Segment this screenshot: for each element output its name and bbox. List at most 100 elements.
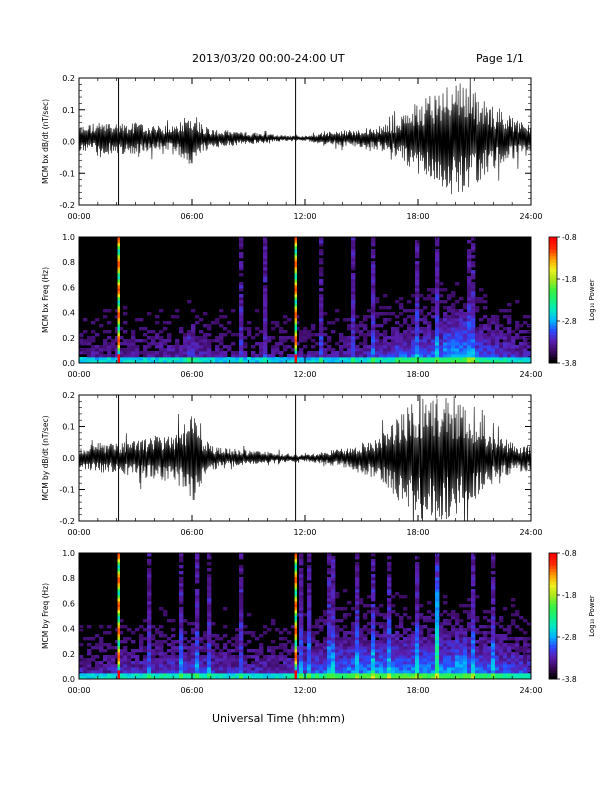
spectrogram-cell bbox=[91, 360, 96, 364]
spectrogram-cell bbox=[183, 655, 188, 659]
spectrogram-cell bbox=[367, 643, 372, 647]
spectrogram-cell bbox=[431, 664, 436, 668]
spectrogram-cell bbox=[83, 673, 88, 677]
spectrogram-cell bbox=[323, 360, 328, 364]
spectrogram-cell bbox=[223, 333, 228, 337]
spectrogram-cell bbox=[331, 652, 336, 656]
spectrogram-cell bbox=[147, 667, 152, 671]
colorbar-step bbox=[549, 318, 557, 323]
spectrogram-cell bbox=[371, 342, 376, 346]
spectrogram-cell bbox=[463, 673, 468, 677]
spectrogram-cell bbox=[223, 315, 228, 319]
spectrogram-cell bbox=[487, 318, 492, 322]
spectrogram-cell bbox=[455, 616, 460, 620]
spectrogram-cell bbox=[295, 676, 300, 680]
spectrogram-cell bbox=[471, 351, 476, 355]
spectrogram-cell bbox=[155, 649, 160, 653]
spectrogram-cell bbox=[387, 568, 392, 572]
colorbar-step bbox=[549, 262, 557, 266]
spectrogram-cell bbox=[263, 273, 268, 277]
spectrogram-cell bbox=[471, 625, 476, 629]
spectrogram-cell bbox=[415, 595, 420, 599]
spectrogram-cell bbox=[423, 315, 428, 319]
spectrogram-cell bbox=[435, 556, 440, 560]
spectrogram-cell bbox=[239, 670, 244, 674]
spectrogram-cell bbox=[335, 595, 340, 599]
spectrogram-cell bbox=[287, 360, 292, 364]
spectrogram-cell bbox=[519, 360, 524, 364]
spectrogram-cell bbox=[387, 625, 392, 629]
spectrogram-cell bbox=[387, 357, 392, 361]
spectrogram-cell bbox=[95, 348, 100, 352]
spectrogram-cell bbox=[523, 345, 528, 349]
spectrogram-cell bbox=[407, 351, 412, 355]
spectrogram-cell bbox=[519, 667, 524, 671]
spectrogram-cell bbox=[307, 637, 312, 641]
spectrogram-cell bbox=[455, 354, 460, 358]
spectrogram-cell bbox=[483, 676, 488, 680]
spectrogram-cell bbox=[347, 676, 352, 680]
spectrogram-cell bbox=[239, 252, 244, 256]
spectrogram-cell bbox=[307, 640, 312, 644]
spectrogram-cell bbox=[343, 339, 348, 343]
spectrogram-cell bbox=[379, 622, 384, 626]
spectrogram-cell bbox=[307, 556, 312, 560]
spectrogram-cell bbox=[455, 360, 460, 364]
spectrogram-cell bbox=[119, 625, 124, 629]
spectrogram-cell bbox=[327, 673, 332, 677]
spectrogram-cell bbox=[179, 330, 184, 334]
spectrogram-cell bbox=[235, 661, 240, 665]
spectrogram-cell bbox=[215, 676, 220, 680]
spectrogram-cell bbox=[487, 339, 492, 343]
colorbar-step bbox=[549, 653, 557, 658]
spectrogram-cell bbox=[491, 583, 496, 587]
spectrogram-cell bbox=[331, 670, 336, 674]
spectrogram-cell bbox=[191, 673, 196, 677]
spectrogram-cell bbox=[239, 616, 244, 620]
spectrogram-cell bbox=[127, 345, 132, 349]
marker-spectrum-cell bbox=[294, 306, 297, 310]
spectrogram-cell bbox=[259, 342, 264, 346]
spectrogram-cell bbox=[387, 312, 392, 316]
spectrogram-cell bbox=[475, 628, 480, 632]
spectrogram-cell bbox=[371, 312, 376, 316]
spectrogram-cell bbox=[431, 297, 436, 301]
spectrogram-cell bbox=[363, 345, 368, 349]
spectrogram-cells-3 bbox=[79, 553, 532, 680]
spectrogram-cell bbox=[239, 360, 244, 364]
spectrogram-cell bbox=[455, 628, 460, 632]
spectrogram-cell bbox=[259, 634, 264, 638]
spectrogram-cell bbox=[147, 616, 152, 620]
spectrogram-cell bbox=[315, 354, 320, 358]
spectrogram-cell bbox=[251, 631, 256, 635]
spectrogram-cell bbox=[479, 667, 484, 671]
spectrogram-cell bbox=[171, 670, 176, 674]
marker-spectrum-cell bbox=[294, 324, 297, 328]
spectrogram-cell bbox=[487, 661, 492, 665]
spectrogram-cell bbox=[495, 643, 500, 647]
marker-spectrum-cell bbox=[294, 667, 297, 671]
spectrogram-cell bbox=[347, 658, 352, 662]
spectrogram-cell bbox=[219, 649, 224, 653]
spectrogram-cell bbox=[435, 327, 440, 331]
spectrogram-cell bbox=[111, 670, 116, 674]
spectrogram-cell bbox=[307, 607, 312, 611]
spectrogram-cell bbox=[147, 661, 152, 665]
spectrogram-cell bbox=[219, 670, 224, 674]
spectrogram-cell bbox=[351, 312, 356, 316]
spectrogram-cell bbox=[387, 652, 392, 656]
y-tick-label: 0.2 bbox=[62, 74, 75, 83]
spectrogram-cell bbox=[479, 670, 484, 674]
spectrogram-cell bbox=[99, 664, 104, 668]
spectrogram-cell bbox=[515, 652, 520, 656]
spectrogram-cell bbox=[299, 592, 304, 596]
marker-spectrum-cell bbox=[117, 261, 120, 265]
spectrogram-cell bbox=[419, 643, 424, 647]
spectrogram-cell bbox=[283, 315, 288, 319]
spectrogram-cell bbox=[239, 628, 244, 632]
spectrogram-cell bbox=[451, 664, 456, 668]
spectrogram-cell bbox=[399, 676, 404, 680]
spectrogram-cell bbox=[415, 291, 420, 295]
spectrogram-cell bbox=[343, 652, 348, 656]
spectrogram-cell bbox=[303, 664, 308, 668]
